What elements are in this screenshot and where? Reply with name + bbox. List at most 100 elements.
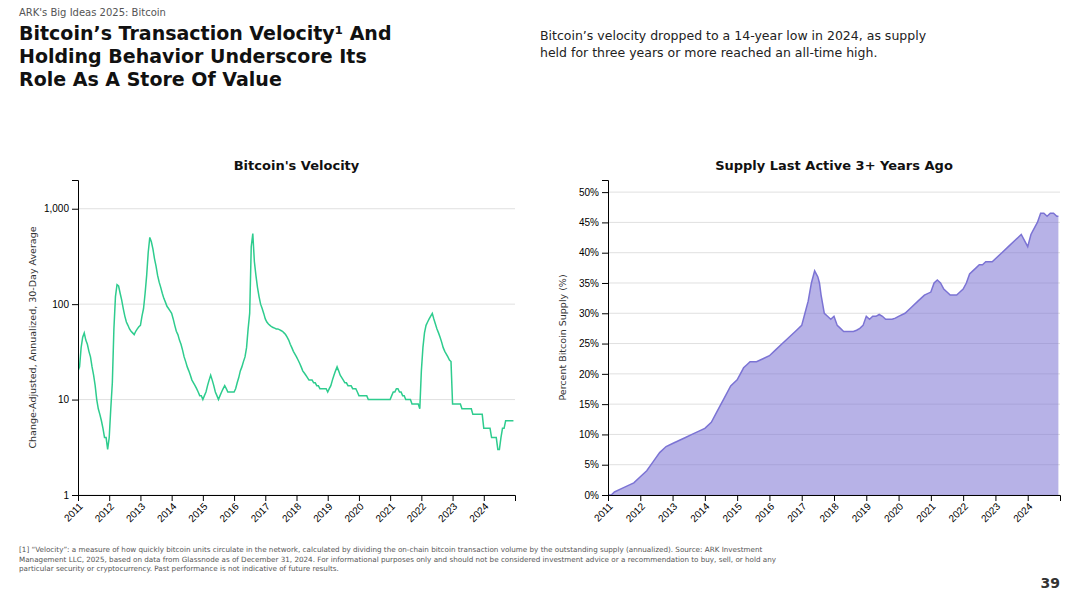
x-tick-label: 2021 [914, 500, 938, 524]
y-tick-mark [602, 253, 608, 254]
y-tick-label: 25% [579, 338, 599, 349]
y-tick: 1,000 [44, 203, 78, 214]
y-tick: 45% [579, 217, 608, 228]
grid-line [78, 399, 515, 400]
grid-line [608, 192, 1060, 193]
x-tick-mark [203, 495, 204, 501]
x-tick-mark [421, 495, 422, 501]
y-tick: 100 [52, 299, 78, 310]
x-tick: 2017 [785, 495, 809, 524]
y-axis-title: Change-Adjusted, Annualized, 30-Day Aver… [27, 226, 38, 448]
plot [608, 213, 1058, 495]
y-tick-mark [602, 222, 608, 223]
x-tick: 2012 [93, 495, 117, 524]
x-tick: 2023 [436, 495, 460, 524]
x-axis: 2011201220132014201520162017201820192020… [62, 495, 516, 524]
y-tick-label: 5% [585, 459, 600, 470]
grid [78, 209, 515, 495]
x-tick-label: 2015 [186, 500, 210, 524]
x-tick: 2019 [311, 495, 335, 524]
x-tick: 2017 [249, 495, 273, 524]
x-tick-label: 2013 [124, 500, 148, 524]
x-tick-label: 2013 [656, 500, 680, 524]
x-tick-label: 2021 [373, 500, 397, 524]
y-tick-mark [602, 465, 608, 466]
y-axis-line [72, 181, 79, 496]
footnote: [1] “Velocity”: a measure of how quickly… [19, 545, 777, 573]
grid-line [78, 208, 515, 209]
plot [78, 234, 513, 450]
x-tick: 2016 [753, 495, 777, 524]
grid-line [608, 222, 1060, 223]
header: ARK's Big Ideas 2025: BitcoinBitcoin’s T… [19, 7, 927, 90]
y-tick-mark [602, 374, 608, 375]
x-tick-label: 2019 [850, 500, 874, 524]
main-title-line: Role As A Store Of Value [19, 68, 282, 90]
x-tick-mark [140, 495, 141, 501]
x-tick-mark [963, 495, 964, 501]
x-tick-mark [769, 495, 770, 501]
y-tick-label: 1,000 [44, 203, 69, 214]
y-tick: 10 [58, 394, 78, 405]
main-title-line: Holding Behavior Underscore Its [19, 45, 367, 67]
x-tick-mark [234, 495, 235, 501]
y-tick-label: 15% [579, 399, 599, 410]
main-title-line: Bitcoin’s Transaction Velocity¹ And [19, 22, 391, 44]
x-tick: 2019 [850, 495, 874, 524]
x-tick-mark [995, 495, 996, 501]
x-tick-label: 2017 [785, 500, 809, 524]
x-tick: 2013 [656, 495, 680, 524]
x-tick-mark [640, 495, 641, 501]
x-axis-line [79, 496, 516, 502]
x-tick-mark [899, 495, 900, 501]
chart-title: Supply Last Active 3+ Years Ago [715, 158, 953, 173]
y-tick-mark [72, 304, 78, 305]
y-tick-label: 10 [58, 394, 70, 405]
footnote-line: [1] “Velocity”: a measure of how quickly… [19, 545, 763, 554]
x-tick-label: 2011 [592, 500, 615, 523]
x-tick-label: 2022 [946, 500, 970, 524]
x-tick: 2014 [155, 495, 179, 524]
chart: 2011201220132014201520162017201820192020… [27, 158, 516, 524]
x-tick: 2020 [342, 495, 366, 524]
y-axis-title: Percent Bitcoin Supply (%) [557, 274, 568, 400]
x-tick-label: 2016 [753, 500, 777, 524]
x-tick-mark [834, 495, 835, 501]
y-tick-label: 20% [579, 369, 599, 380]
x-tick-label: 2022 [405, 500, 429, 524]
x-tick: 2016 [217, 495, 241, 524]
page-number: 39 [1041, 575, 1060, 591]
y-tick: 25% [579, 338, 608, 349]
line [608, 213, 1058, 495]
y-tick-label: 30% [579, 308, 599, 319]
x-tick-label: 2018 [817, 500, 841, 524]
x-tick-label: 2014 [155, 500, 179, 524]
chart-title: Bitcoin's Velocity [234, 158, 360, 173]
x-tick: 2024 [467, 495, 491, 524]
x-tick-label: 2012 [624, 500, 648, 524]
x-tick-label: 2024 [1011, 500, 1035, 524]
x-tick-label: 2024 [467, 500, 491, 524]
x-tick: 2018 [817, 495, 841, 524]
y-axis: 1101001,000 [44, 181, 79, 501]
x-tick-label: 2015 [720, 500, 744, 524]
y-tick-mark [72, 495, 78, 496]
subtitle-line: Bitcoin’s velocity dropped to a 14-year … [540, 28, 927, 43]
x-tick: 2022 [405, 495, 429, 524]
y-tick-mark [72, 400, 78, 401]
y-tick-mark [602, 404, 608, 405]
x-tick-label: 2012 [93, 500, 117, 524]
x-axis: 2011201220132014201520162017201820192020… [592, 495, 1061, 524]
x-tick-label: 2020 [342, 500, 366, 524]
footnote-line: particular security or cryptocurrency. P… [19, 564, 339, 573]
y-tick-mark [602, 192, 608, 193]
y-axis-line [602, 181, 609, 496]
y-tick: 0% [585, 490, 608, 501]
y-tick-label: 40% [579, 247, 599, 258]
x-tick: 2020 [882, 495, 906, 524]
plot-area [608, 180, 1060, 495]
subtitle-line: held for three years or more reached an … [540, 45, 877, 60]
y-tick: 40% [579, 247, 608, 258]
y-tick: 35% [579, 278, 608, 289]
x-tick-mark [453, 495, 454, 501]
